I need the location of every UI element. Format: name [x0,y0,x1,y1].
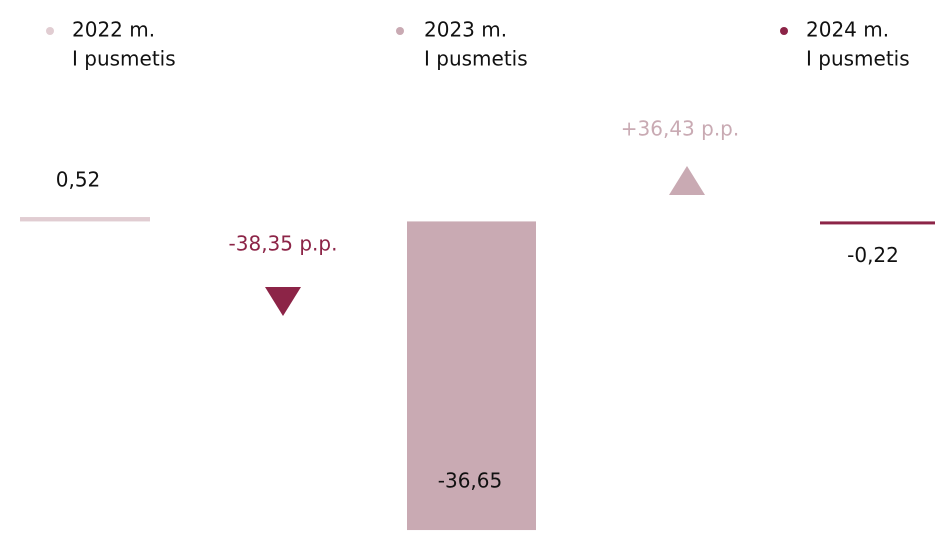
legend-dot [780,27,788,35]
legend-label: I pusmetis [72,47,176,71]
bar [407,221,536,531]
legend-dot [46,27,54,35]
change-arrow [669,166,705,195]
legend-label: 2023 m. [424,18,507,42]
value-label: -36,65 [438,469,502,493]
legend-dot [396,27,404,35]
legend-label: 2022 m. [72,18,155,42]
change-arrow [265,287,301,316]
value-label: 0,52 [56,168,101,192]
bar [20,217,150,222]
change-label: +36,43 p.p. [621,117,739,141]
legend-label: I pusmetis [424,47,528,71]
legend-label: 2024 m. [806,18,889,42]
legend-label: I pusmetis [806,47,910,71]
change-label: -38,35 p.p. [229,232,338,256]
value-label: -0,22 [847,243,899,267]
bar [820,221,935,225]
